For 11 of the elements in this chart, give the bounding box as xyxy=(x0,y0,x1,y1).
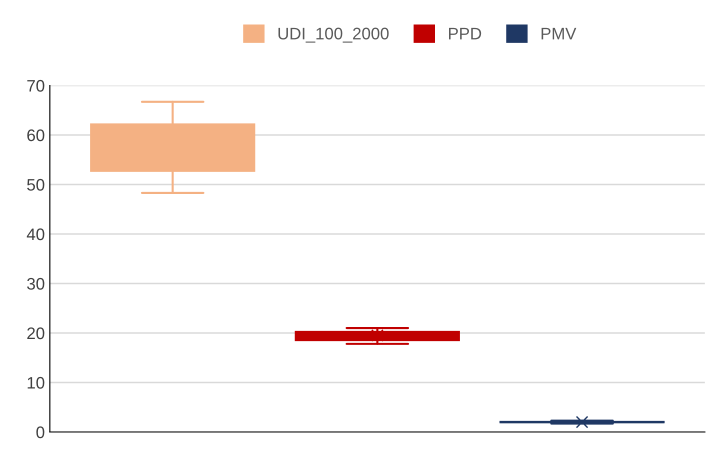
y-tick-label: 10 xyxy=(28,376,44,389)
y-tick-label: 30 xyxy=(27,278,44,290)
legend-label: PMV xyxy=(542,28,576,40)
y-tick-label: 0 xyxy=(36,426,44,438)
legend-label: PPD xyxy=(449,28,482,40)
y-tick-label: 20 xyxy=(27,327,44,340)
y-tick-label: 60 xyxy=(27,129,44,142)
y-tick-label: 40 xyxy=(26,228,44,240)
y-tick-label: 70 xyxy=(27,80,44,92)
y-tick-label: 50 xyxy=(27,178,44,191)
legend-label: UDI_100_2000 xyxy=(278,28,389,43)
